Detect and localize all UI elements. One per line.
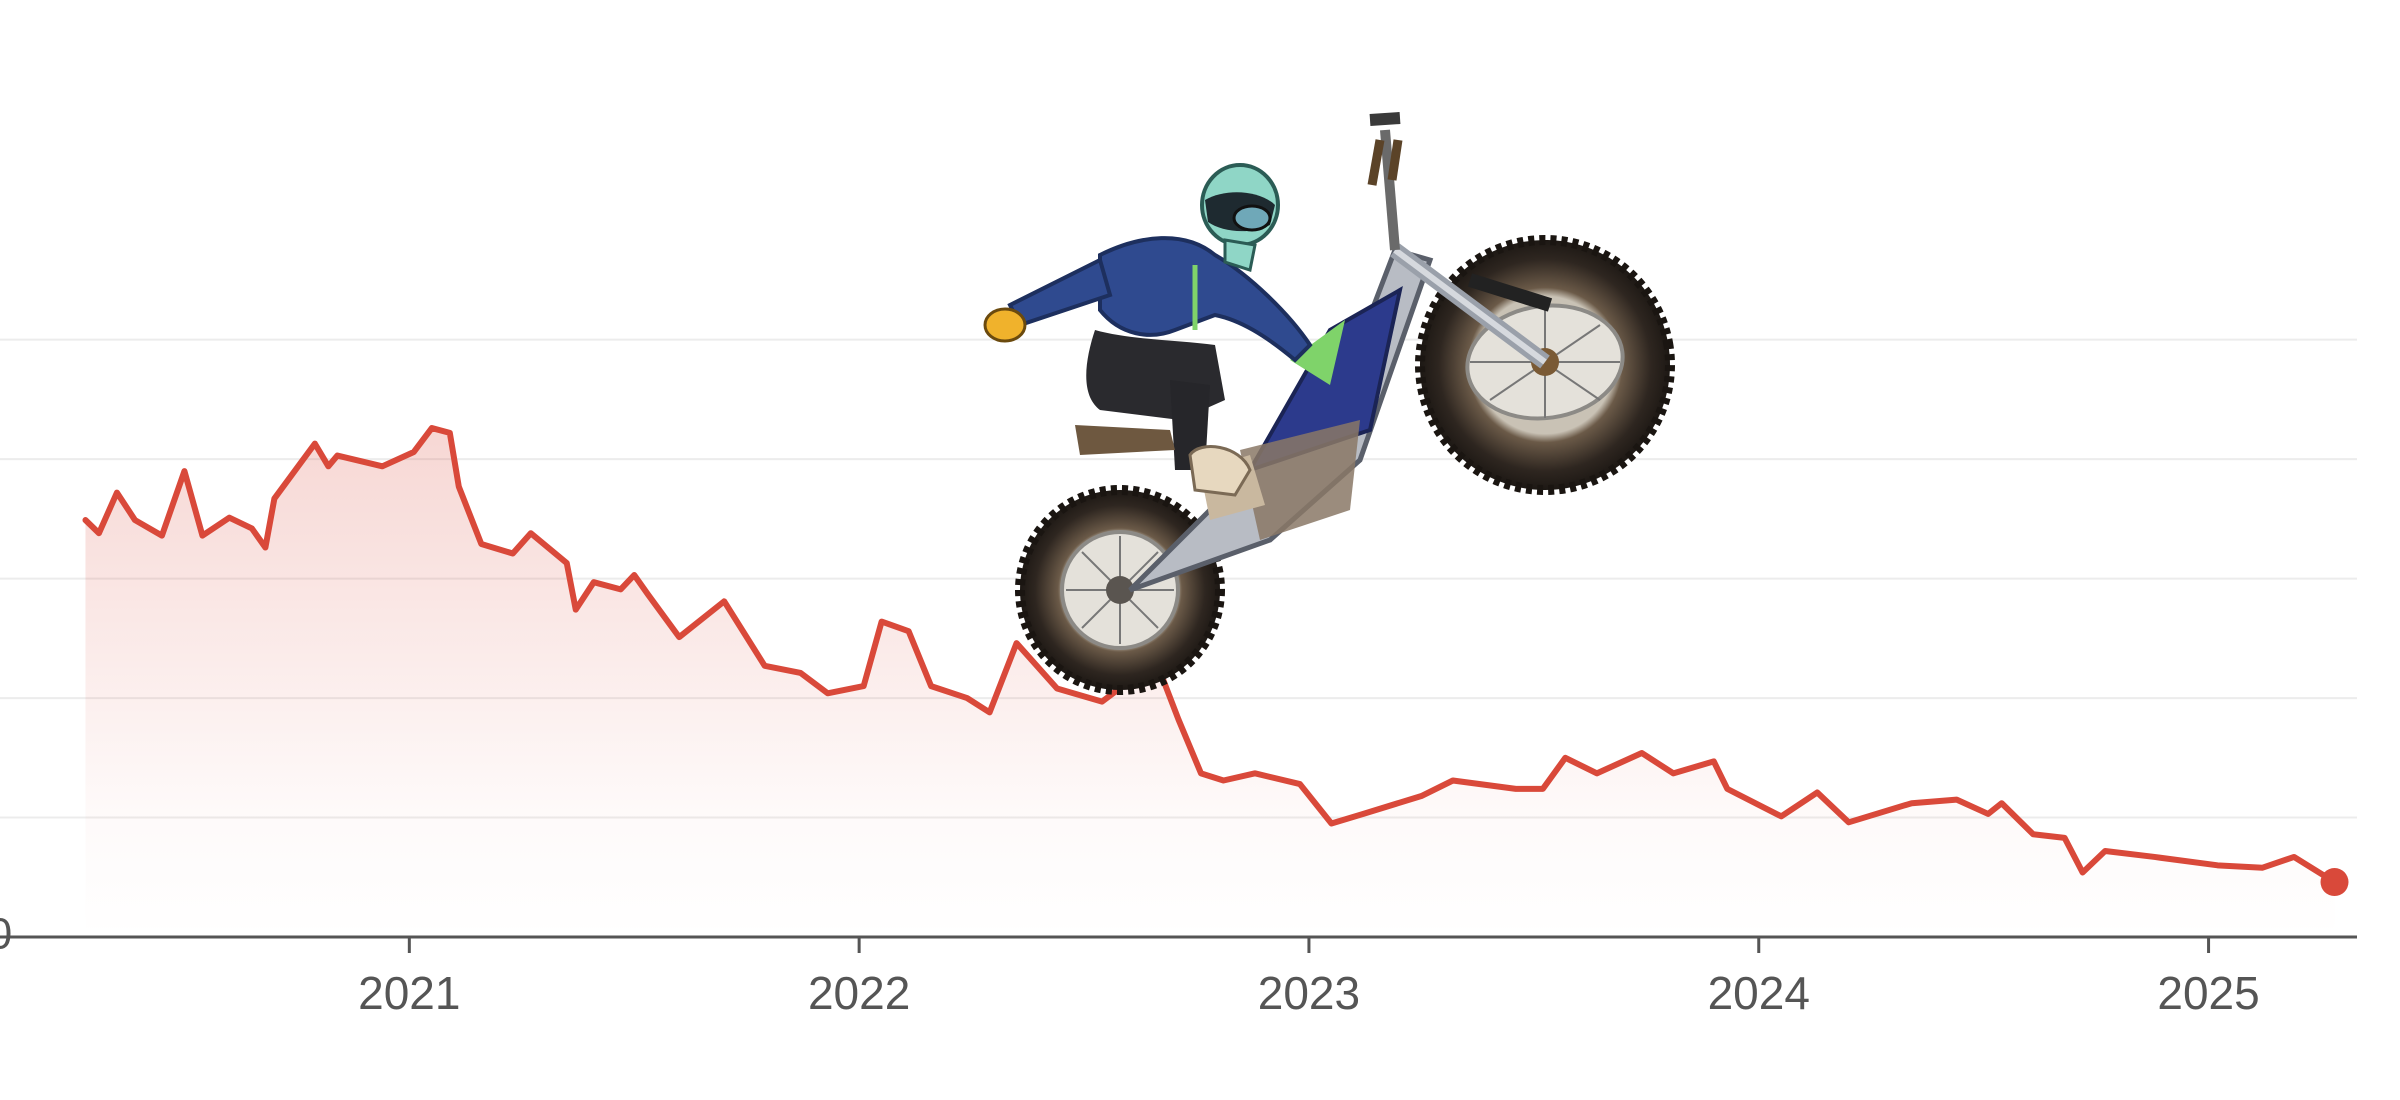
end-marker bbox=[2320, 868, 2349, 897]
area-fill bbox=[85, 428, 2335, 937]
price-line bbox=[82, 425, 2338, 886]
bike-frame bbox=[1128, 112, 1553, 593]
x-tick-label: 2024 bbox=[1708, 967, 1810, 1019]
y-tick-label: 0 bbox=[0, 910, 12, 959]
motorbike-illustration bbox=[983, 112, 1675, 695]
x-tick-label: 2025 bbox=[2157, 967, 2259, 1019]
axis-layer: 0 2021 2022 2023 2024 2025 bbox=[0, 910, 2357, 1019]
data-layer bbox=[82, 425, 2349, 937]
x-tick-label: 2021 bbox=[358, 967, 460, 1019]
x-tick-label: 2022 bbox=[808, 967, 910, 1019]
rider-figure bbox=[983, 163, 1313, 497]
front-wheel bbox=[1415, 235, 1675, 495]
x-tick-label: 2023 bbox=[1258, 967, 1360, 1019]
rear-wheel bbox=[1015, 485, 1225, 695]
